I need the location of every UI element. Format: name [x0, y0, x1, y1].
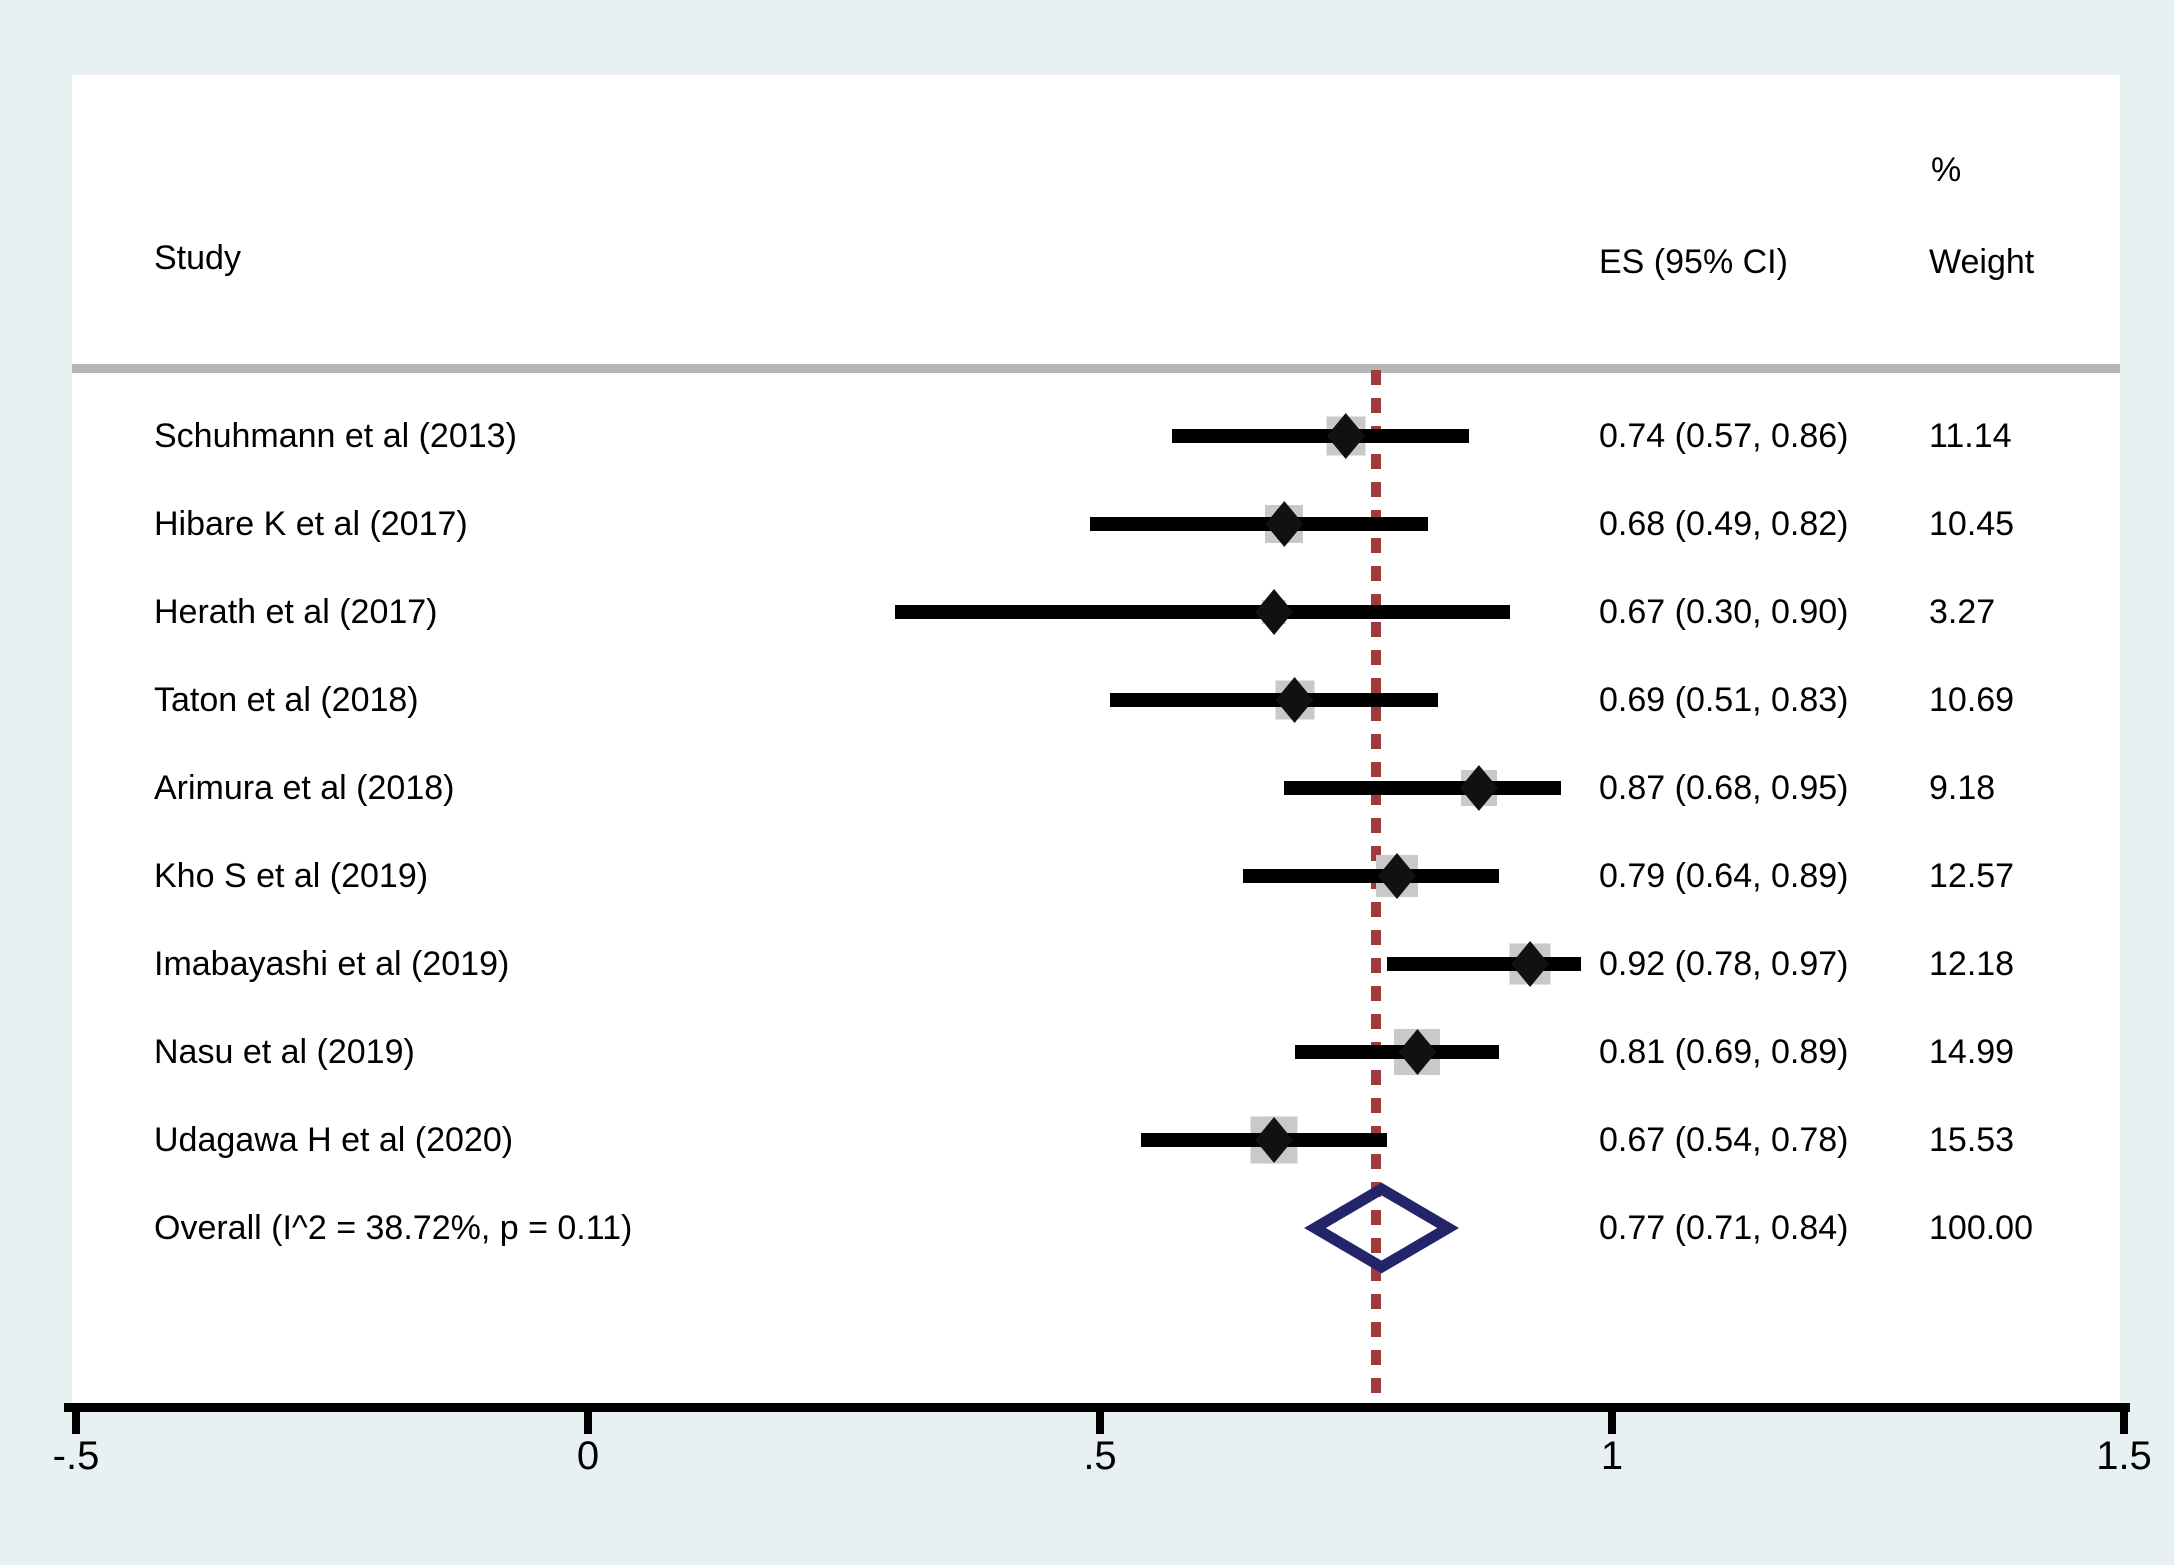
confidence-interval-line: [1294, 1045, 1500, 1059]
weight-value: 9.18: [1929, 769, 1996, 807]
x-axis-tick-label: 0: [576, 1434, 600, 1478]
weight-value: 11.14: [1929, 417, 2012, 455]
column-header-percent: %: [1931, 151, 1962, 189]
es-ci-value: 0.68 (0.49, 0.82): [1599, 505, 1849, 543]
es-ci-value: 0.67 (0.30, 0.90): [1599, 593, 1849, 631]
confidence-interval-line: [1110, 693, 1438, 707]
weight-value: 3.27: [1929, 593, 1996, 631]
x-axis-tick-label: 1: [1600, 1434, 1624, 1478]
es-ci-value: 0.79 (0.64, 0.89): [1599, 857, 1849, 895]
es-ci-value: 0.74 (0.57, 0.86): [1599, 417, 1849, 455]
study-label: Nasu et al (2019): [154, 1033, 415, 1071]
weight-value: 12.18: [1929, 945, 2015, 983]
weight-value: 14.99: [1929, 1033, 2015, 1071]
es-ci-value: 0.69 (0.51, 0.83): [1599, 681, 1849, 719]
es-ci-value: 0.81 (0.69, 0.89): [1599, 1033, 1849, 1071]
x-axis-tick-label: 1.5: [2096, 1434, 2152, 1478]
column-header-es: ES (95% CI): [1599, 243, 1788, 281]
overall-label: Overall (I^2 = 38.72%, p = 0.11): [154, 1209, 633, 1247]
es-ci-value: 0.67 (0.54, 0.78): [1599, 1121, 1849, 1159]
es-ci-value: 0.77 (0.71, 0.84): [1599, 1209, 1849, 1247]
weight-value: 10.45: [1929, 505, 2015, 543]
overall-diamond: [1304, 1182, 1460, 1274]
weight-value: 12.57: [1929, 857, 2015, 895]
confidence-interval-line: [895, 605, 1510, 619]
study-label: Udagawa H et al (2020): [154, 1121, 514, 1159]
plot-area: [72, 75, 2120, 1403]
study-label: Imabayashi et al (2019): [154, 945, 510, 983]
es-ci-value: 0.87 (0.68, 0.95): [1599, 769, 1849, 807]
x-axis-tick: [1096, 1403, 1104, 1434]
overall-diamond-outline: [1304, 1182, 1460, 1274]
weight-value: 10.69: [1929, 681, 2015, 719]
x-axis-tick: [2120, 1403, 2128, 1434]
x-axis-tick: [1608, 1403, 1616, 1434]
confidence-interval-line: [1386, 957, 1582, 971]
study-label: Herath et al (2017): [154, 593, 438, 631]
confidence-interval-line: [1284, 781, 1561, 795]
x-axis-tick-label: -.5: [52, 1434, 100, 1478]
weight-value: 15.53: [1929, 1121, 2015, 1159]
confidence-interval-line: [1089, 517, 1428, 531]
x-axis-tick: [584, 1403, 592, 1434]
study-label: Kho S et al (2019): [154, 857, 429, 895]
x-axis-tick-label: .5: [1083, 1434, 1117, 1478]
study-label: Taton et al (2018): [154, 681, 419, 719]
study-label: Arimura et al (2018): [154, 769, 455, 807]
column-header-weight: Weight: [1929, 243, 2035, 281]
confidence-interval-line: [1171, 429, 1469, 443]
column-header-study: Study: [154, 239, 241, 277]
weight-value: 100.00: [1929, 1209, 2033, 1247]
study-label: Schuhmann et al (2013): [154, 417, 517, 455]
study-label: Hibare K et al (2017): [154, 505, 468, 543]
x-axis-tick: [72, 1403, 80, 1434]
es-ci-value: 0.92 (0.78, 0.97): [1599, 945, 1849, 983]
confidence-interval-line: [1243, 869, 1500, 883]
header-separator: [72, 364, 2120, 373]
